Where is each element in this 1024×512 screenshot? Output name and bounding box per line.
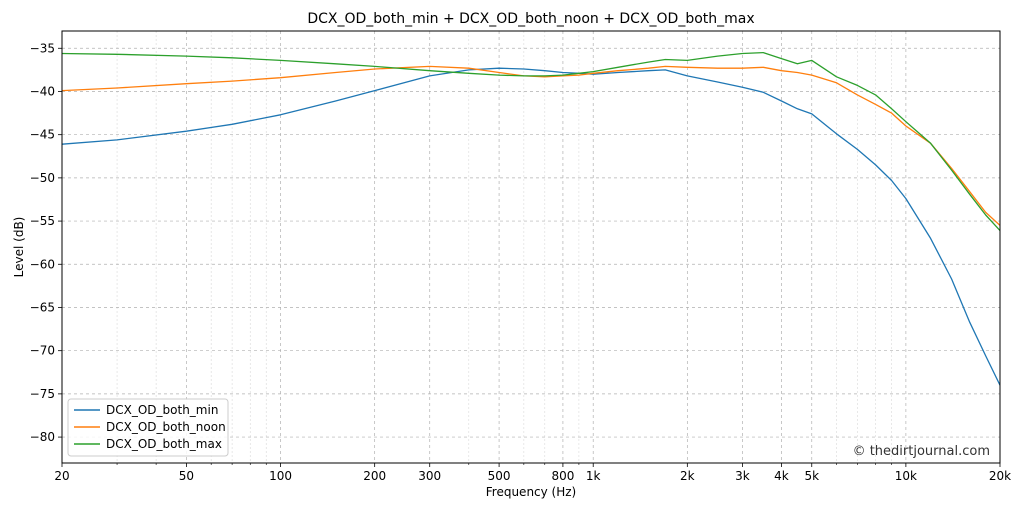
- series-line-DCX_OD_both_noon: [62, 65, 1000, 226]
- grid: [61, 31, 1001, 463]
- x-tick-label: 20: [54, 469, 69, 483]
- plot-frame: [61, 30, 1001, 464]
- y-tick-label: −45: [30, 128, 55, 142]
- y-tick-label: −65: [30, 300, 55, 314]
- series-lines: [62, 51, 1000, 386]
- y-tick-label: −50: [30, 171, 55, 185]
- x-tick-label: 20k: [989, 469, 1011, 483]
- chart-title: DCX_OD_both_min + DCX_OD_both_noon + DCX…: [307, 11, 754, 27]
- x-tick-label: 200: [363, 469, 386, 483]
- legend-label: DCX_OD_both_max: [106, 437, 222, 451]
- y-axis-ticks: −35 −40 −45 −50 −55 −60 −65 −70 −75 −80: [30, 41, 62, 444]
- y-tick-label: −55: [30, 214, 55, 228]
- y-axis-label: Level (dB): [12, 217, 26, 278]
- x-tick-label: 10k: [895, 469, 917, 483]
- legend: DCX_OD_both_min DCX_OD_both_noon DCX_OD_bo…: [67, 398, 229, 457]
- x-tick-label: 5k: [804, 469, 819, 483]
- credit-text: © thedirtjournal.com: [853, 444, 990, 459]
- x-tick-label: 2k: [680, 469, 695, 483]
- legend-label: DCX_OD_both_min: [106, 403, 218, 417]
- y-tick-label: −35: [30, 41, 55, 55]
- y-tick-label: −80: [30, 430, 55, 444]
- x-axis-ticks: 20 50 100 200 300 500 800 1k 2k 3k 4k 5k 10k 20k: [54, 463, 1011, 483]
- x-tick-label: 100: [269, 469, 292, 483]
- x-tick-label: 4k: [774, 469, 789, 483]
- y-tick-label: −70: [30, 344, 55, 358]
- x-tick-label: 50: [179, 469, 194, 483]
- x-tick-label: 500: [488, 469, 511, 483]
- y-tick-label: −60: [30, 257, 55, 271]
- series-line-DCX_OD_both_max: [62, 51, 1000, 232]
- y-tick-label: −75: [30, 387, 55, 401]
- x-tick-label: 800: [551, 469, 574, 483]
- x-axis-label: Frequency (Hz): [486, 485, 577, 499]
- x-tick-label: 300: [418, 469, 441, 483]
- series-line-DCX_OD_both_min: [62, 67, 1000, 386]
- x-tick-label: 3k: [735, 469, 750, 483]
- x-tick-label: 1k: [586, 469, 601, 483]
- legend-label: DCX_OD_both_noon: [106, 420, 226, 434]
- legend-box: [67, 398, 229, 457]
- y-tick-label: −40: [30, 84, 55, 98]
